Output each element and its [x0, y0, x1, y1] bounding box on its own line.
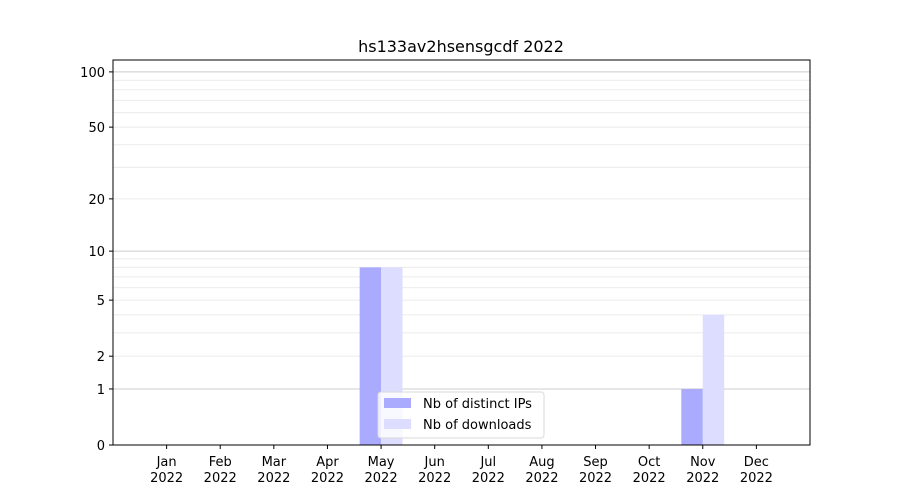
y-tick-label: 10	[88, 245, 105, 260]
bar-downloads	[702, 314, 725, 445]
y-tick-label: 0	[97, 439, 105, 454]
x-tick-label: Nov 2022	[686, 455, 719, 486]
x-tick-label: Jul 2022	[472, 455, 505, 486]
plot-frame	[112, 59, 811, 446]
bar-distinct-ips	[359, 267, 382, 445]
legend-swatch	[384, 419, 411, 429]
x-tick-label: Apr 2022	[311, 455, 344, 486]
y-tick-label: 1	[97, 383, 105, 398]
x-tick-label: Sep 2022	[579, 455, 612, 486]
x-tick-label: Dec 2022	[740, 455, 773, 486]
x-tick-label: Jun 2022	[418, 455, 451, 486]
x-tick-label: Feb 2022	[204, 455, 237, 486]
legend-label: Nb of distinct IPs	[423, 397, 532, 412]
x-tick-label: Jan 2022	[150, 455, 183, 486]
x-tick-label: Oct 2022	[633, 455, 666, 486]
x-tick-label: Aug 2022	[525, 455, 558, 486]
y-tick-label: 5	[97, 294, 105, 309]
legend-swatch	[384, 398, 411, 408]
chart-title: hs133av2hsensgcdf 2022	[358, 37, 564, 56]
bar-distinct-ips	[681, 388, 703, 445]
x-tick-label: Mar 2022	[257, 455, 290, 486]
legend-label: Nb of downloads	[423, 418, 532, 433]
legend: Nb of distinct IPs Nb of downloads	[377, 391, 545, 439]
y-tick-label: 20	[88, 193, 105, 208]
y-tick-label: 100	[80, 66, 105, 81]
y-tick-label: 2	[97, 350, 105, 365]
x-tick-label: May 2022	[365, 455, 398, 486]
legend-box	[377, 391, 545, 439]
y-tick-label: 50	[88, 121, 105, 136]
